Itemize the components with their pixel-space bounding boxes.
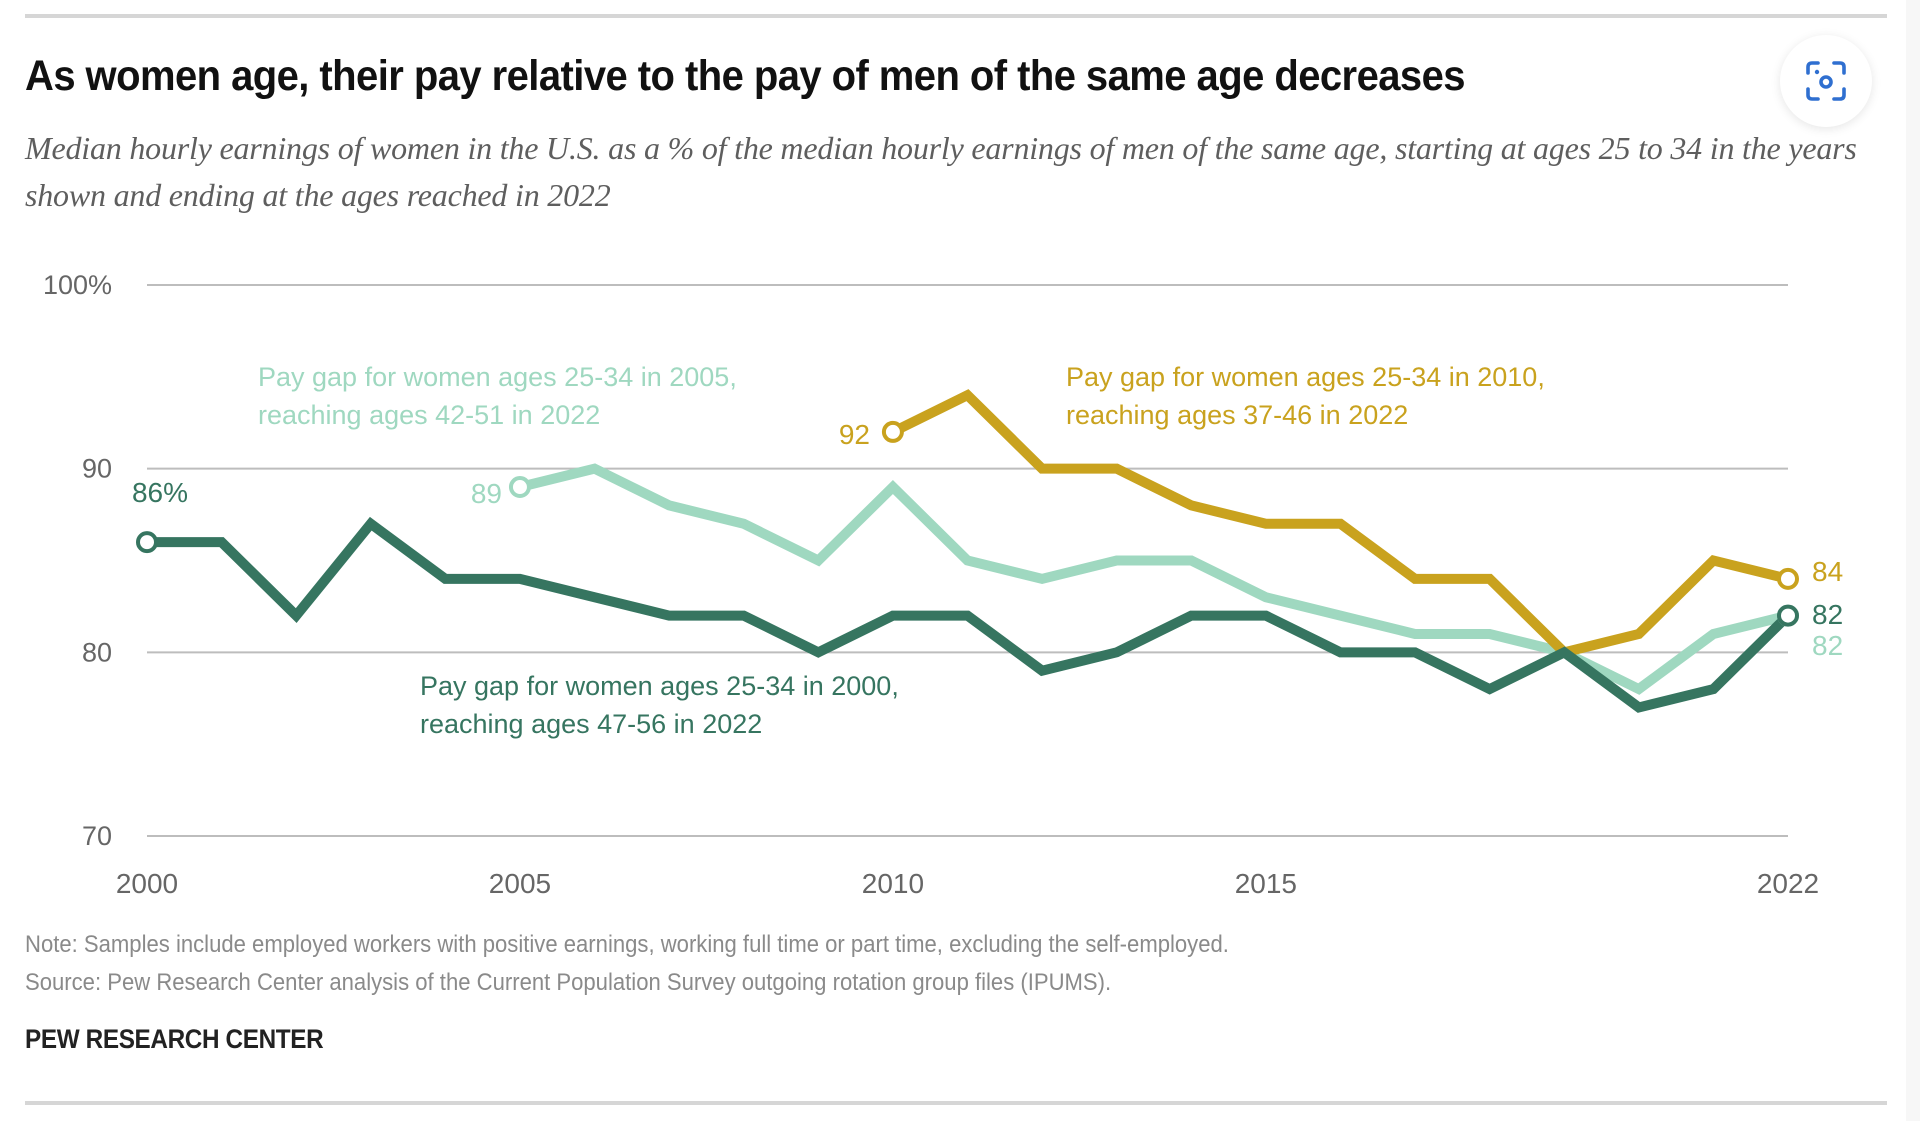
y-axis-ticks: 100% 90 80 70 [43,270,112,851]
series-annotation-label: Pay gap for women ages 25-34 in 2000, [420,671,899,701]
series-end-value: 82 [1812,630,1843,661]
chart-source: Source: Pew Research Center analysis of … [25,969,1112,996]
series-start-marker [136,531,158,554]
series-end-value: 82 [1812,599,1843,630]
x-tick-label: 2005 [489,868,551,899]
series-start-value: 89 [471,478,502,509]
line-chart: 100% 90 80 70 2000 2005 2010 2015 2022 Pay gap … [43,270,1843,899]
gridlines [147,284,1788,837]
series-end-marker [1777,567,1799,590]
series-annotation-label: Pay gap for women ages 25-34 in 2005, [258,362,737,392]
series-start-marker [508,476,531,499]
series-line [518,463,1790,695]
y-tick-label: 90 [82,454,112,484]
y-tick-label: 80 [82,637,112,667]
series-annotation-label: reaching ages 42-51 in 2022 [258,400,600,430]
series-start-value: 92 [839,419,870,450]
series-start-marker [881,420,904,443]
series-start-value: 86% [132,477,188,508]
bottom-divider [25,1101,1887,1105]
x-axis-ticks: 2000 2005 2010 2015 2022 [116,868,1819,899]
y-tick-label: 100% [43,270,112,300]
series-end-value: 84 [1812,556,1843,587]
series-annotation-label: reaching ages 37-46 in 2022 [1066,400,1408,430]
chart-subtitle: Median hourly earnings of women in the U… [25,130,1857,213]
series-annotations: Pay gap for women ages 25-34 in 2000, rea… [132,362,1843,739]
series-lines [136,389,1799,713]
x-tick-label: 2022 [1757,868,1819,899]
x-tick-label: 2010 [862,868,924,899]
chart-title: As women age, their pay relative to the … [25,52,1466,100]
x-tick-label: 2015 [1235,868,1297,899]
y-tick-label: 70 [82,821,112,851]
series-end-marker [1777,604,1799,627]
visual-search-button[interactable] [1780,35,1872,127]
series-annotation-label: Pay gap for women ages 25-34 in 2010, [1066,362,1545,392]
chart-note: Note: Samples include employed workers w… [25,931,1229,958]
brand-logo-text: PEW RESEARCH CENTER [25,1024,324,1054]
series-annotation-label: reaching ages 47-56 in 2022 [420,709,762,739]
page-edge [1906,0,1920,1121]
lens-icon [1806,61,1846,101]
top-divider [25,14,1887,18]
x-tick-label: 2000 [116,868,178,899]
